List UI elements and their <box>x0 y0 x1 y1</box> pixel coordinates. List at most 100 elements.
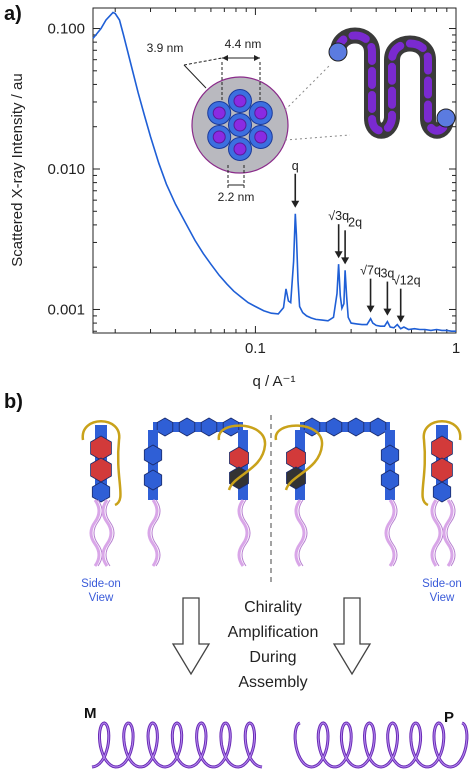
helix-cylinder-inset <box>328 27 456 139</box>
p-helix-label: P <box>444 709 454 726</box>
y-tick-label: 0.010 <box>47 161 85 178</box>
inset-dim-39: 3.9 nm <box>147 41 184 55</box>
side-view-right-line2: View <box>430 592 455 604</box>
side-chain-loop <box>81 420 122 507</box>
saxs-chart: 0.1 1 0.001 0.010 0.100 q √3q 2q √7q 3q√12q Scat… <box>9 7 460 390</box>
zoom-guide <box>284 134 351 141</box>
peak-label: √3q <box>328 209 349 223</box>
aromatic-ring-blue <box>143 444 163 466</box>
alkyl-tail <box>151 499 161 567</box>
helical-ribbon-highlight <box>294 722 468 768</box>
peak-arrowhead <box>291 200 300 208</box>
alkyl-tail <box>105 499 115 567</box>
aromatic-ring-blue <box>178 417 196 437</box>
side-view-left-line1: Side-on <box>81 578 121 590</box>
side-chain-loop <box>217 424 267 491</box>
inset-dim-44: 4.4 nm <box>225 37 262 51</box>
alkyl-tail <box>430 499 442 567</box>
aromatic-ring-blue <box>369 417 387 437</box>
aromatic-ring-red <box>90 457 112 483</box>
x-axis-label: q / A⁻¹ <box>253 373 296 390</box>
alkyl-tail <box>101 499 113 567</box>
zoom-guide <box>284 64 331 111</box>
x-tick-label: 0.1 <box>245 340 266 357</box>
peak-arrowhead <box>383 308 392 316</box>
peak-label: q <box>292 159 299 173</box>
alkyl-tail <box>384 499 396 567</box>
alkyl-tail <box>446 499 456 567</box>
helical-ribbon-highlight <box>91 722 263 768</box>
alkyl-tail <box>89 499 101 567</box>
inset-dim-22: 2.2 nm <box>218 190 255 204</box>
helix-end-cap <box>328 42 348 62</box>
aromatic-ring-blue <box>380 444 400 466</box>
dim-arrow-39 <box>183 64 207 89</box>
cylinder-core <box>212 106 226 120</box>
aromatic-ring-red <box>431 435 453 461</box>
panel-b-label: b) <box>4 391 23 413</box>
aromatic-ring-blue <box>325 417 343 437</box>
peak-label: √7q <box>360 264 381 278</box>
hexagonal-cylinders <box>207 89 273 161</box>
backbone-bridge <box>300 422 390 432</box>
helix-tube-stripe <box>334 31 450 135</box>
molecule-drawings <box>81 417 462 567</box>
peak-label: 2q <box>348 215 362 229</box>
peak-arrowhead <box>396 315 405 323</box>
alkyl-tail <box>237 499 249 567</box>
peak-label: √12q <box>393 274 421 288</box>
aromatic-ring-blue <box>380 469 400 491</box>
aromatic-ring-blue <box>200 417 218 437</box>
aromatic-ring-red <box>90 435 112 461</box>
peak-annotations: q √3q 2q √7q 3q√12q <box>291 159 421 323</box>
center-text-line4: Assembly <box>238 674 307 691</box>
aromatic-ring-blue <box>143 469 163 491</box>
y-tick-label: 0.001 <box>47 301 85 318</box>
peak-arrowhead <box>366 305 375 313</box>
down-arrow-right <box>332 597 372 676</box>
scattering-curve <box>92 11 456 332</box>
peak-label: 3q <box>380 267 394 281</box>
aromatic-ring-blue <box>432 481 452 503</box>
plot-frame <box>92 7 457 334</box>
aromatic-ring-red <box>431 457 453 483</box>
alkyl-tail <box>147 499 159 567</box>
dim-guide <box>183 57 223 66</box>
helical-coils <box>91 721 469 769</box>
side-view-left-line2: View <box>89 592 114 604</box>
alkyl-tail <box>388 499 398 567</box>
assembly-scheme: Side-on View Side-on View Chirality Ampl… <box>81 415 469 769</box>
helical-ribbon <box>293 721 469 769</box>
aromatic-ring-blue <box>91 481 111 503</box>
center-text-line1: Chirality <box>244 599 302 616</box>
side-view-right-line1: Side-on <box>422 578 462 590</box>
tick-labels: 0.1 1 0.001 0.010 0.100 <box>47 21 460 357</box>
cylinder-core <box>254 130 268 144</box>
side-chain-loop <box>421 420 462 507</box>
helical-ribbon <box>91 721 263 769</box>
alkyl-tail <box>241 499 251 567</box>
aromatic-ring-blue <box>347 417 365 437</box>
cylinder-core <box>233 118 247 132</box>
m-helix-label: M <box>84 705 97 722</box>
cylinder-core <box>233 142 247 156</box>
center-text-line3: During <box>249 649 296 666</box>
cylinder-core <box>254 106 268 120</box>
cylinder-core <box>233 94 247 108</box>
x-tick-label: 1 <box>452 340 460 357</box>
alkyl-tail <box>298 499 308 567</box>
center-text-line2: Amplification <box>228 624 319 641</box>
panel-a-label: a) <box>4 3 22 25</box>
peak-arrowhead <box>334 251 343 259</box>
alkyl-tail <box>294 499 306 567</box>
helix-end-cap <box>436 108 456 128</box>
down-arrow-left <box>171 597 211 676</box>
side-chain-loop <box>274 424 324 491</box>
peak-arrowhead <box>341 257 350 265</box>
aromatic-ring-blue <box>156 417 174 437</box>
y-axis-label: Scattered X-ray Intensity / au <box>9 73 26 266</box>
y-tick-label: 0.100 <box>47 21 85 38</box>
alkyl-tail <box>442 499 454 567</box>
cylinder-core <box>212 130 226 144</box>
